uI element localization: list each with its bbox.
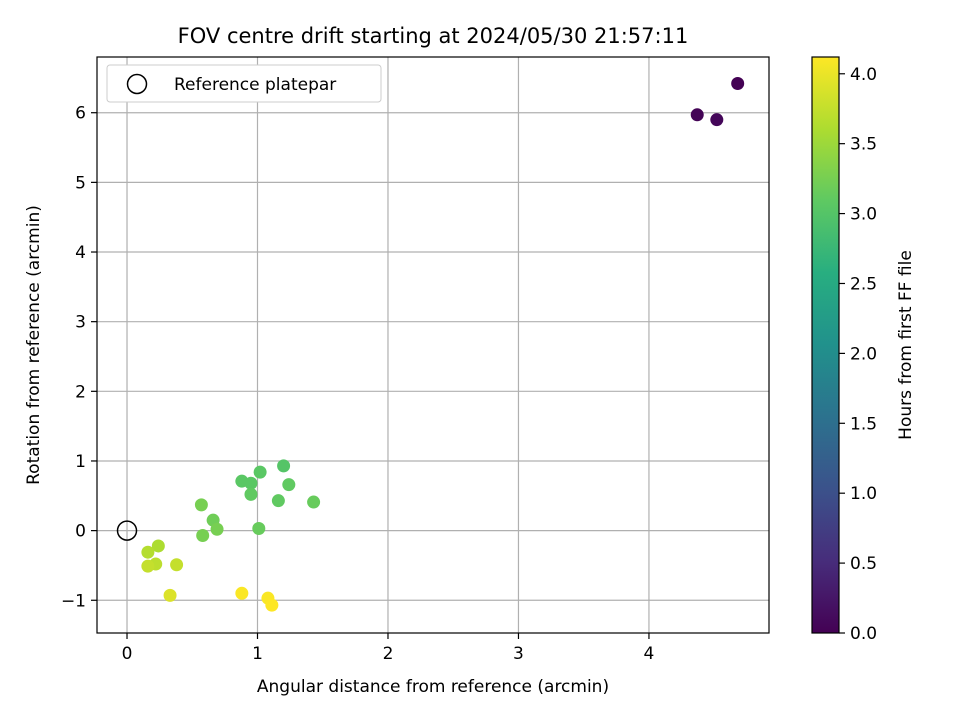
legend-box	[106, 64, 382, 103]
data-point-22	[235, 586, 249, 600]
colorbar-tick-label: 2.0	[850, 344, 877, 364]
data-point-5	[253, 465, 267, 479]
colorbar-tick-label: 3.5	[850, 135, 877, 155]
colorbar-ticks: 0.0 0.5 1.0 1.5 2.0 2.5 3.0 3.5 4.0	[839, 65, 877, 644]
y-tick-label: 4	[75, 243, 86, 263]
grid-lines	[97, 57, 769, 633]
colorbar-tick-label: 0.5	[850, 554, 877, 574]
y-tick-label: 3	[75, 313, 86, 333]
legend-entry-reference-platepar: Reference platepar	[174, 75, 336, 95]
x-axis-ticks: 0 1 2 3 4	[122, 633, 655, 664]
colorbar: 0.0 0.5 1.0 1.5 2.0 2.5 3.0 3.5 4.0 Hours from f…	[811, 56, 916, 644]
y-tick-label: −1	[61, 591, 86, 611]
colorbar-tick-label: 4.0	[850, 65, 877, 85]
data-point-19	[141, 559, 155, 573]
data-point-15	[196, 528, 210, 542]
colorbar-tick-label: 2.5	[850, 274, 877, 294]
y-tick-label: 5	[75, 173, 86, 193]
colorbar-tick-label: 1.0	[850, 484, 877, 504]
data-point-14	[210, 522, 224, 536]
data-point-12	[194, 498, 208, 512]
scatter-points	[141, 76, 745, 612]
data-point-7	[282, 478, 296, 492]
colorbar-tick-label: 0.0	[850, 624, 877, 644]
y-tick-label: 1	[75, 452, 86, 472]
x-tick-label: 4	[644, 644, 655, 664]
legend: Reference platepar	[106, 64, 382, 103]
data-point-9	[271, 494, 285, 508]
y-axis-label: Rotation from reference (arcmin)	[24, 205, 44, 485]
data-point-8	[244, 487, 258, 501]
y-tick-label: 0	[75, 522, 86, 542]
data-point-1	[690, 108, 704, 122]
data-point-10	[307, 495, 321, 509]
data-point-20	[170, 558, 184, 572]
x-tick-label: 3	[513, 644, 524, 664]
x-axis-label: Angular distance from reference (arcmin)	[257, 677, 609, 697]
data-point-16	[151, 539, 165, 553]
x-tick-label: 1	[252, 644, 263, 664]
chart-title: FOV centre drift starting at 2024/05/30 …	[178, 24, 689, 48]
legend-marker-icon	[126, 73, 148, 95]
x-tick-label: 2	[383, 644, 394, 664]
data-point-0	[731, 76, 745, 90]
colorbar-tick-label: 3.0	[850, 205, 877, 225]
data-point-4	[244, 476, 258, 490]
colorbar-gradient	[811, 56, 840, 634]
y-tick-label: 6	[75, 104, 86, 124]
data-point-17	[141, 545, 155, 559]
colorbar-tick-label: 1.5	[850, 414, 877, 434]
y-tick-label: 2	[75, 382, 86, 402]
x-tick-label: 0	[122, 644, 133, 664]
data-point-6	[277, 459, 291, 473]
y-axis-ticks: −1 0 1 2 3 4 5 6	[61, 104, 97, 611]
data-point-11	[252, 522, 266, 536]
colorbar-label: Hours from first FF file	[896, 250, 916, 440]
data-point-24	[265, 598, 279, 612]
data-point-2	[710, 113, 724, 127]
data-point-21	[163, 588, 177, 602]
plot-area-frame	[96, 56, 770, 634]
reference-platepar-marker	[116, 520, 138, 541]
